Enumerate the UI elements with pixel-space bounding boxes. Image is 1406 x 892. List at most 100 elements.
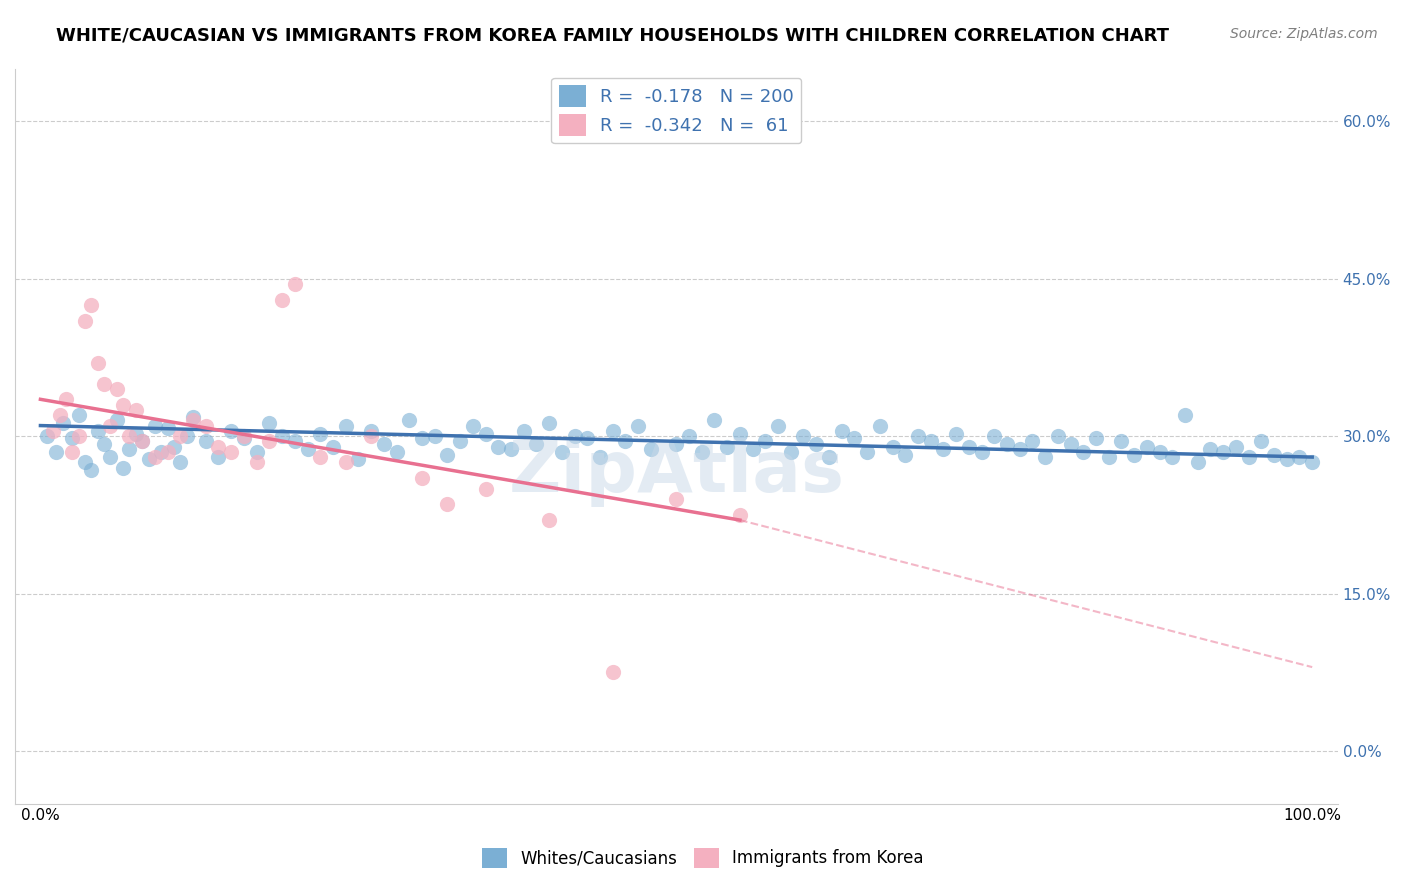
Point: [1021, 434, 1043, 449]
Point: [335, 418, 357, 433]
Point: [882, 440, 904, 454]
Point: [335, 455, 357, 469]
Point: [766, 418, 789, 433]
Point: [131, 434, 153, 449]
Point: [844, 431, 866, 445]
Point: [907, 429, 929, 443]
Point: [818, 450, 841, 464]
Point: [169, 429, 191, 443]
Point: [1199, 442, 1222, 456]
Point: [716, 440, 738, 454]
Point: [1059, 437, 1081, 451]
Point: [232, 429, 254, 443]
Point: [1250, 434, 1272, 449]
Point: [806, 437, 828, 451]
Point: [983, 429, 1005, 443]
Point: [564, 429, 586, 443]
Point: [309, 450, 332, 464]
Point: [474, 427, 496, 442]
Point: [411, 471, 433, 485]
Point: [1085, 431, 1108, 445]
Point: [920, 434, 942, 449]
Point: [131, 434, 153, 449]
Point: [1033, 450, 1056, 464]
Point: [156, 420, 179, 434]
Text: ZipAtlas: ZipAtlas: [509, 438, 845, 508]
Point: [411, 431, 433, 445]
Point: [194, 418, 217, 433]
Point: [869, 418, 891, 433]
Point: [486, 440, 509, 454]
Text: Source: ZipAtlas.com: Source: ZipAtlas.com: [1230, 27, 1378, 41]
Point: [125, 402, 148, 417]
Point: [551, 445, 574, 459]
Point: [125, 427, 148, 442]
Point: [526, 437, 548, 451]
Point: [1071, 445, 1094, 459]
Point: [35, 429, 58, 443]
Point: [150, 445, 173, 459]
Point: [385, 445, 408, 459]
Point: [105, 382, 128, 396]
Point: [945, 427, 967, 442]
Point: [181, 413, 204, 427]
Legend: Whites/Caucasians, Immigrants from Korea: Whites/Caucasians, Immigrants from Korea: [475, 841, 931, 875]
Point: [297, 442, 319, 456]
Point: [398, 413, 420, 427]
Point: [589, 450, 612, 464]
Point: [1187, 455, 1209, 469]
Point: [1275, 452, 1298, 467]
Point: [499, 442, 522, 456]
Point: [246, 445, 269, 459]
Point: [143, 418, 166, 433]
Point: [602, 665, 624, 680]
Point: [1149, 445, 1171, 459]
Point: [856, 445, 879, 459]
Point: [219, 424, 242, 438]
Point: [1136, 440, 1159, 454]
Point: [118, 442, 141, 456]
Point: [360, 429, 382, 443]
Point: [538, 513, 561, 527]
Point: [436, 497, 458, 511]
Point: [792, 429, 814, 443]
Point: [932, 442, 955, 456]
Point: [1008, 442, 1031, 456]
Point: [93, 376, 115, 391]
Point: [754, 434, 776, 449]
Point: [728, 508, 751, 522]
Point: [219, 445, 242, 459]
Point: [449, 434, 471, 449]
Point: [627, 418, 650, 433]
Point: [207, 440, 229, 454]
Point: [73, 313, 96, 327]
Point: [894, 448, 917, 462]
Point: [1098, 450, 1121, 464]
Point: [73, 455, 96, 469]
Point: [100, 450, 122, 464]
Point: [309, 427, 332, 442]
Point: [271, 293, 294, 307]
Point: [640, 442, 662, 456]
Point: [436, 448, 458, 462]
Point: [163, 440, 186, 454]
Point: [576, 431, 599, 445]
Point: [614, 434, 637, 449]
Point: [1123, 448, 1146, 462]
Point: [80, 298, 103, 312]
Point: [112, 460, 135, 475]
Point: [67, 408, 90, 422]
Point: [678, 429, 700, 443]
Point: [156, 445, 179, 459]
Point: [45, 445, 67, 459]
Point: [1161, 450, 1184, 464]
Point: [741, 442, 763, 456]
Point: [112, 398, 135, 412]
Point: [423, 429, 446, 443]
Point: [246, 455, 269, 469]
Point: [1225, 440, 1247, 454]
Point: [474, 482, 496, 496]
Point: [67, 429, 90, 443]
Point: [1174, 408, 1197, 422]
Point: [60, 445, 83, 459]
